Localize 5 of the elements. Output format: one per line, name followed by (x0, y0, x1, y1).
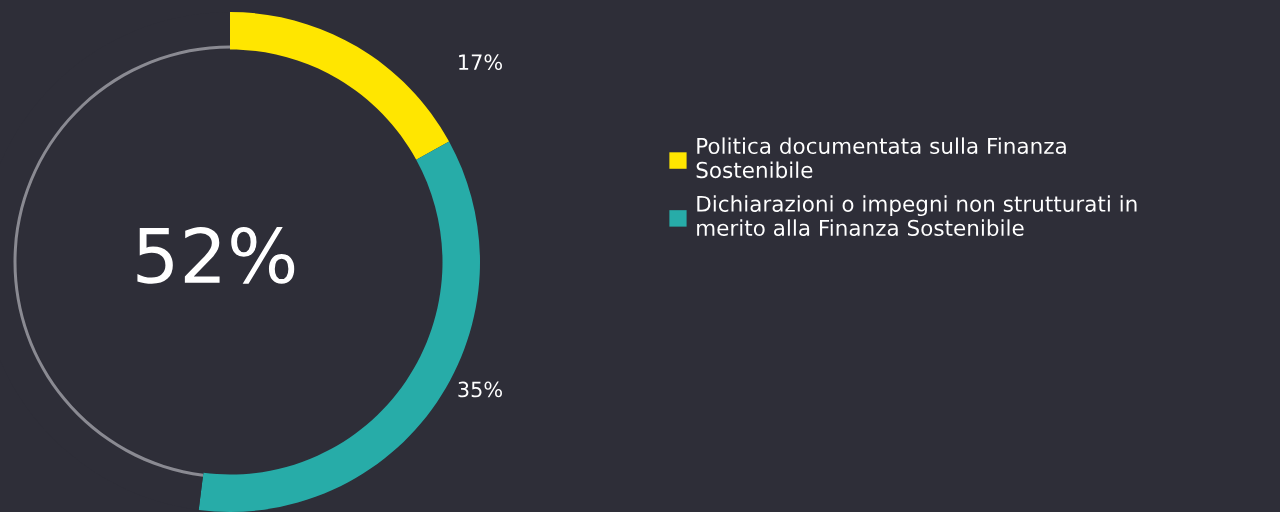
legend-label: Dichiarazioni o impegni non strutturati in merito alla Finanza Sostenibile (697, 195, 1137, 236)
data-label: 35% (458, 381, 502, 398)
data-label: 17% (459, 54, 502, 71)
text: 52% (137, 227, 295, 284)
legend-label: Politica documentata sulla Finanza Sostenibile (696, 137, 1066, 179)
